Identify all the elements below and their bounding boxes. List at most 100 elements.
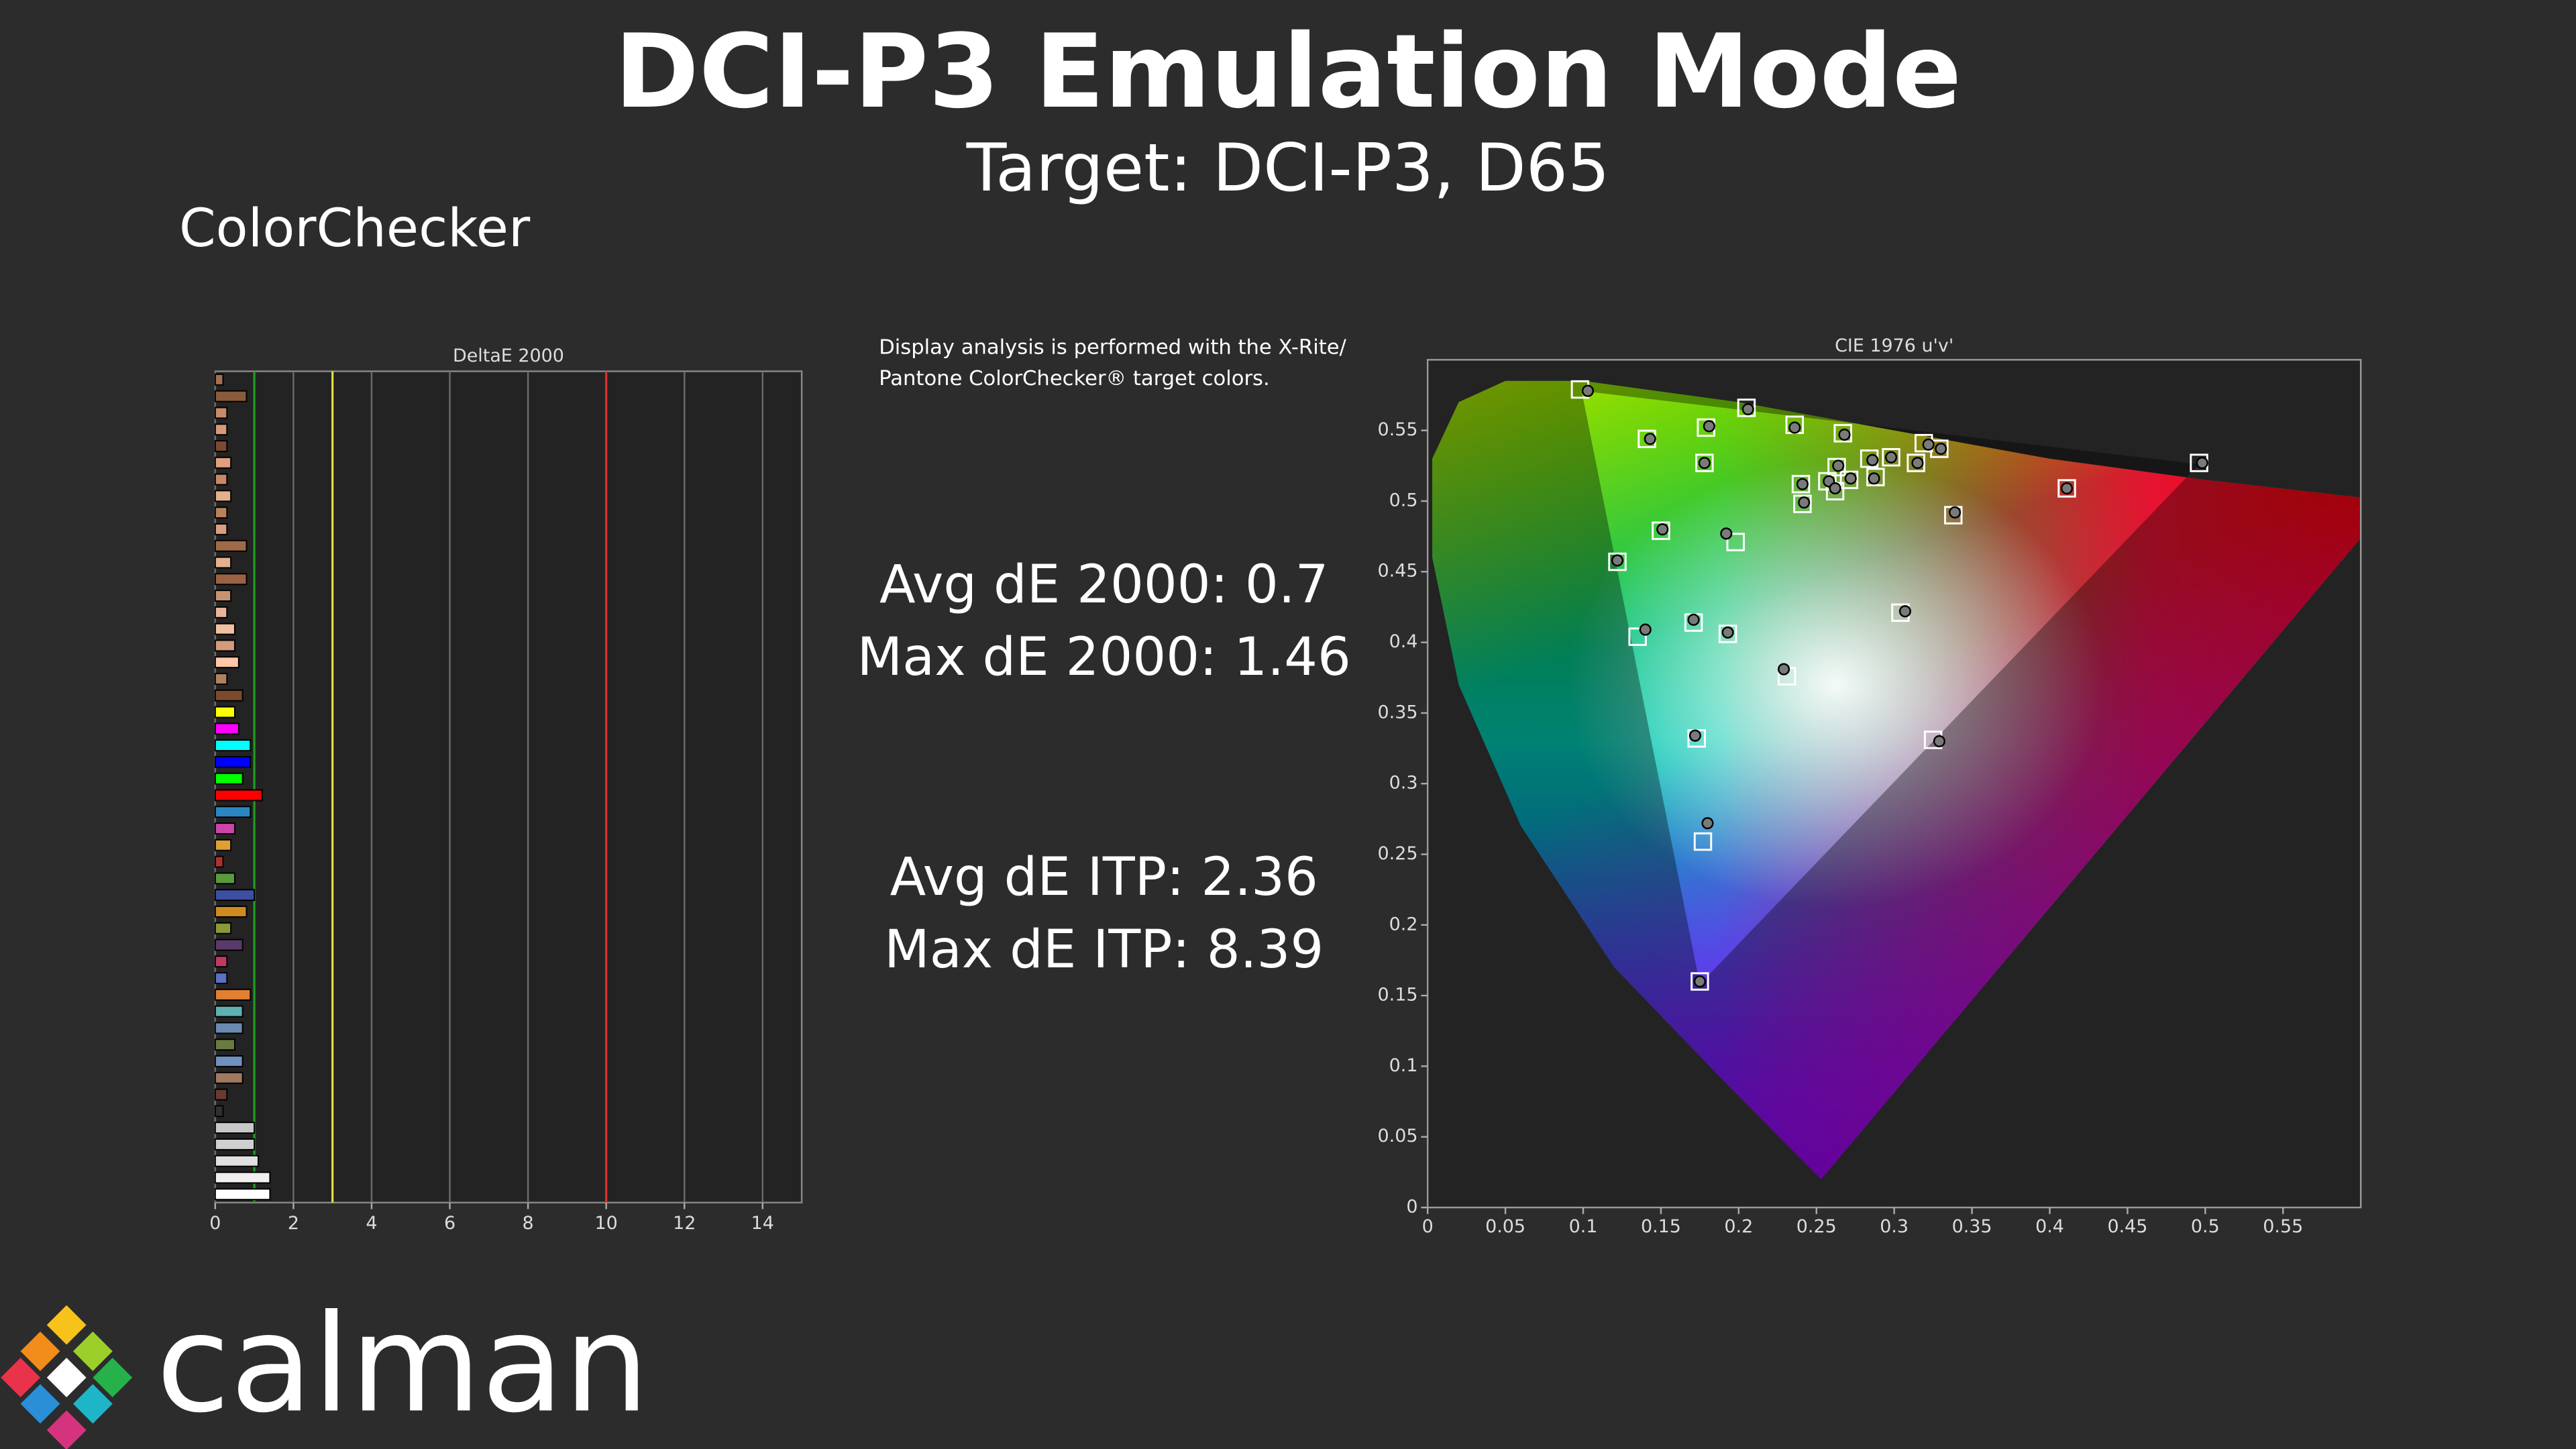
- bar: [214, 506, 228, 519]
- bar: [214, 772, 244, 785]
- bar: [214, 440, 228, 452]
- x-tick-label: 4: [366, 1213, 377, 1234]
- bar: [214, 1005, 244, 1018]
- target-marker: [1718, 625, 1737, 643]
- measured-marker: [1832, 460, 1845, 472]
- section-label: ColorChecker: [179, 198, 531, 259]
- bar: [214, 889, 256, 902]
- x-tick-label: 0.25: [1796, 1216, 1837, 1237]
- bar: [214, 673, 228, 685]
- stat: Avg dE 2000: 0.7: [879, 554, 1329, 615]
- measured-marker: [1639, 623, 1652, 636]
- bar: [214, 1022, 244, 1034]
- measured-marker: [1868, 472, 1880, 485]
- target-marker: [1690, 972, 1709, 991]
- target-marker: [1608, 552, 1627, 572]
- bar: [214, 906, 248, 918]
- target-marker: [1833, 424, 1852, 443]
- measured-marker: [1687, 613, 1700, 626]
- y-tick-label: 0.2: [1389, 914, 1418, 934]
- y-tick-label: 0.05: [1378, 1126, 1418, 1146]
- bar: [214, 407, 228, 419]
- y-tick-label: 0.35: [1378, 702, 1418, 722]
- bar: [214, 855, 224, 868]
- bar: [214, 1155, 259, 1167]
- x-tick-label: 14: [751, 1213, 774, 1234]
- measured-marker: [1741, 402, 1754, 416]
- bar: [214, 623, 235, 635]
- bar: [214, 822, 235, 835]
- bar: [214, 1122, 256, 1134]
- stat: Max dE ITP: 8.39: [884, 919, 1324, 980]
- target-marker: [1726, 533, 1745, 551]
- measured-marker: [1693, 975, 1706, 988]
- x-tick-label: 0.4: [2035, 1216, 2064, 1237]
- bar: [214, 456, 232, 469]
- x-tick-label: 0.55: [2263, 1216, 2303, 1237]
- stat: Max dE 2000: 1.46: [857, 627, 1351, 688]
- bar: [214, 1188, 271, 1201]
- bar: [214, 423, 228, 436]
- x-tick-label: 0: [1422, 1216, 1434, 1237]
- bar: [214, 639, 235, 652]
- measured-marker: [1698, 457, 1711, 470]
- target-marker: [1652, 521, 1670, 540]
- x-tick-label: 0.1: [1569, 1216, 1598, 1237]
- gamut-shade: [1432, 380, 2361, 1179]
- bar: [214, 755, 252, 768]
- measured-marker: [1701, 817, 1714, 830]
- bar: [214, 590, 232, 602]
- x-tick-label: 12: [673, 1213, 696, 1234]
- measured-marker: [1911, 457, 1924, 470]
- target-marker: [1628, 627, 1647, 646]
- target-marker: [1793, 494, 1812, 513]
- x-tick-label: 0.2: [1724, 1216, 1753, 1237]
- measured-marker: [1644, 433, 1656, 445]
- y-tick-label: 0.1: [1389, 1055, 1418, 1076]
- measured-marker: [1798, 496, 1811, 509]
- bar: [214, 689, 244, 702]
- target-marker: [1839, 470, 1859, 490]
- y-tick-label: 0.55: [1378, 419, 1418, 440]
- measured-marker: [1796, 478, 1809, 490]
- bar: [214, 1088, 228, 1101]
- bar: [214, 539, 248, 552]
- measured-marker: [1688, 729, 1701, 742]
- x-tick-label: 8: [523, 1213, 534, 1234]
- measured-marker: [1829, 482, 1841, 495]
- y-tick-label: 0.3: [1389, 773, 1418, 794]
- measured-marker: [1884, 451, 1898, 464]
- x-tick-label: 6: [444, 1213, 455, 1234]
- bar: [214, 1171, 271, 1184]
- stat: Avg dE ITP: 2.36: [890, 847, 1318, 908]
- measured-marker: [1898, 605, 1911, 618]
- logo-text: calman: [156, 1287, 649, 1443]
- x-tick-label: 0.45: [2107, 1216, 2147, 1237]
- bar: [214, 573, 248, 586]
- x-tick-label: 0.15: [1641, 1216, 1681, 1237]
- target-marker: [1695, 453, 1714, 472]
- plot-area: [214, 370, 803, 1203]
- y-tick-label: 0.4: [1389, 631, 1418, 652]
- bar: [214, 1071, 244, 1084]
- bar: [214, 556, 232, 569]
- y-tick-label: 0.15: [1378, 985, 1418, 1006]
- bar: [214, 473, 228, 486]
- measured-marker: [1611, 554, 1624, 567]
- target-marker: [2057, 479, 2076, 498]
- bar: [214, 606, 228, 619]
- measured-marker: [1581, 384, 1595, 397]
- x-tick-label: 0.5: [2191, 1216, 2220, 1237]
- title: DCI-P3 Emulation Mode: [614, 12, 1962, 131]
- measured-marker: [1922, 438, 1935, 451]
- y-tick-label: 0: [1406, 1197, 1417, 1218]
- target-marker: [1907, 453, 1925, 472]
- x-tick-label: 10: [595, 1213, 618, 1234]
- measured-marker: [1935, 442, 1947, 455]
- subtitle: Target: DCI-P3, D65: [966, 130, 1610, 207]
- bar: [214, 938, 244, 951]
- bar: [214, 1055, 244, 1067]
- measured-marker: [1721, 626, 1734, 639]
- bar: [214, 839, 232, 851]
